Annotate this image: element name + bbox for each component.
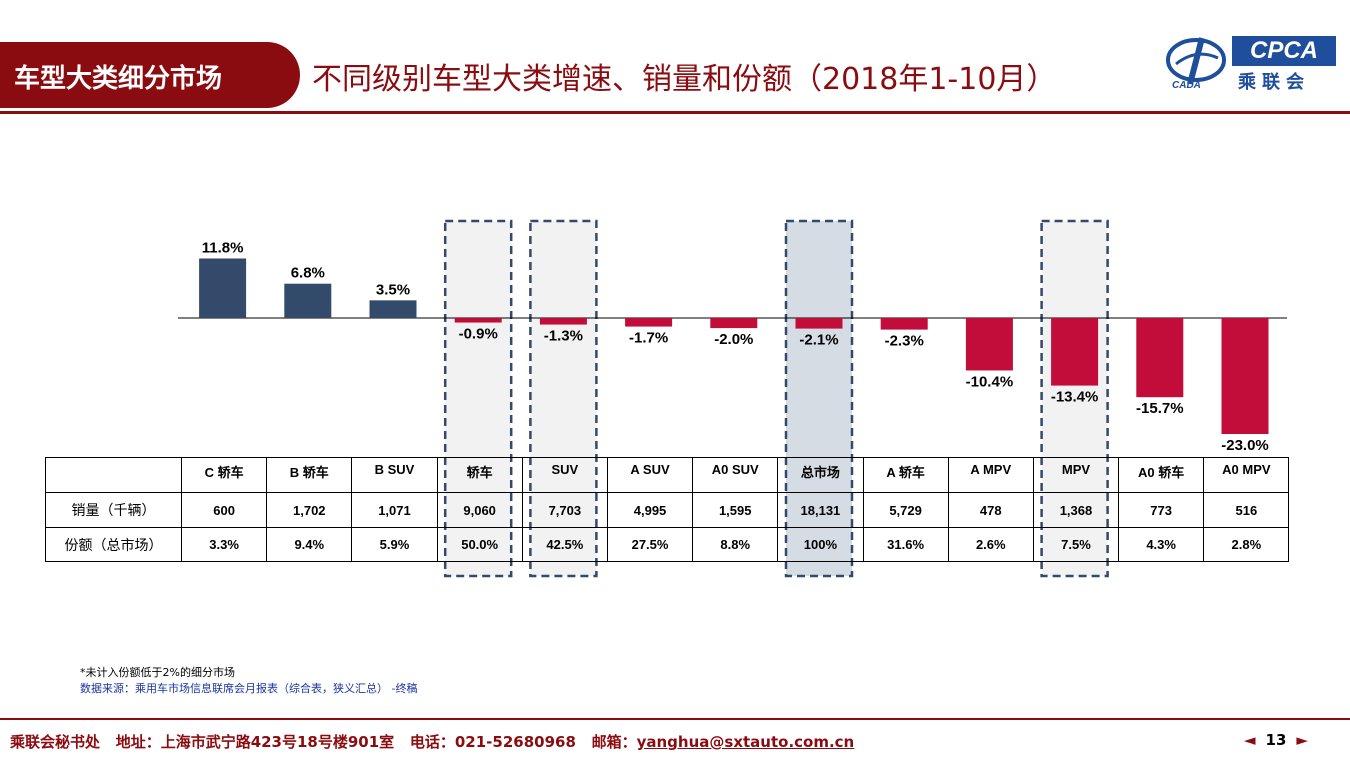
table-cell: 773: [1118, 492, 1205, 528]
bar: [1136, 318, 1184, 398]
table-cell: 8.8%: [692, 527, 779, 562]
table-cell: 478: [947, 492, 1034, 528]
table-cell: 18,131: [777, 492, 864, 528]
table-row: 销量（千辆） 600 1,702 1,071 9,060 7,703 4,995 1,595 1…: [45, 492, 1290, 528]
table-cell: 轿车: [436, 457, 523, 493]
cpca-logo-icon: CADA: [1166, 37, 1226, 91]
table-cell: 3.3%: [180, 527, 268, 562]
table-cell: A SUV: [606, 457, 694, 493]
logo-brand-en: CPCA: [1232, 36, 1336, 66]
next-slide-icon[interactable]: ►: [1296, 731, 1308, 749]
data-label: -2.1%: [799, 332, 838, 349]
table-cell: 2.6%: [947, 527, 1034, 562]
bar: [199, 258, 247, 318]
footer-address: 地址：上海市武宁路423号18号楼901室: [115, 733, 395, 751]
table-cell: 2.8%: [1203, 527, 1290, 562]
table-cell: A MPV: [947, 457, 1034, 493]
data-label: -23.0%: [1221, 437, 1269, 454]
table-cell: 100%: [777, 527, 864, 562]
page-number: 13: [1265, 731, 1287, 749]
table-row: 份额（总市场） 3.3% 9.4% 5.9% 50.0% 42.5% 27.5% 8.8% 10…: [45, 527, 1290, 562]
footer-phone: 电话：021-52680968: [409, 733, 576, 751]
footer-org: 乘联会秘书处: [10, 733, 101, 751]
table-cell: A0 SUV: [692, 457, 779, 493]
pager: ◄ 13 ►: [1244, 731, 1308, 749]
table-cell: 516: [1203, 492, 1290, 528]
section-tab: [0, 42, 300, 108]
table-cell: C 轿车: [180, 457, 268, 493]
table-cell: 600: [180, 492, 268, 528]
footer-contact: 乘联会秘书处 地址：上海市武宁路423号18号楼901室 电话：021-5268…: [10, 731, 854, 752]
logo-brand-cn: 乘联会: [1238, 72, 1310, 93]
footer-divider: [0, 718, 1350, 720]
table-cell: 1,595: [692, 492, 779, 528]
table-cell: SUV: [521, 457, 608, 493]
table-cell: 5,729: [862, 492, 949, 528]
table-row: C 轿车 B 轿车 B SUV 轿车 SUV A SUV A0 SUV 总市场 A 轿车 A MP…: [45, 457, 1290, 493]
bar: [284, 283, 332, 318]
table-cell: 4.3%: [1118, 527, 1205, 562]
bar: [795, 318, 843, 329]
data-label: -13.4%: [1051, 389, 1099, 406]
footer-email-link[interactable]: yanghua@sxtauto.com.cn: [636, 733, 855, 751]
table-cell: 27.5%: [606, 527, 694, 562]
data-source: 数据来源：乘用车市场信息联席会月报表（综合表，狭义汇总） -终稿: [80, 682, 418, 695]
table-cell: 1,071: [351, 492, 438, 528]
table-cell: MPV: [1032, 457, 1120, 493]
slide-title: 不同级别车型大类增速、销量和份额（2018年1-10月）: [312, 62, 1057, 97]
table-cell: B SUV: [351, 457, 438, 493]
data-label: -10.4%: [966, 373, 1014, 390]
table-cell: 5.9%: [351, 527, 438, 562]
logo-sub-text: CADA: [1172, 80, 1201, 91]
row-header: [45, 457, 182, 493]
row-header: 份额（总市场）: [45, 527, 182, 562]
sales-share-table: C 轿车 B 轿车 B SUV 轿车 SUV A SUV A0 SUV 总市场 A 轿车 A MP…: [45, 457, 1290, 562]
bar: [1221, 318, 1269, 434]
data-label: -1.7%: [629, 330, 668, 347]
table-cell: 50.0%: [436, 527, 523, 562]
table-cell: 4,995: [606, 492, 694, 528]
table-cell: 42.5%: [521, 527, 608, 562]
table-cell: 7,703: [521, 492, 608, 528]
bar: [369, 300, 417, 318]
bar: [454, 318, 502, 323]
data-label: 3.5%: [376, 281, 410, 298]
table-cell: 9.4%: [266, 527, 353, 562]
bar: [880, 318, 928, 330]
table-cell: A0 轿车: [1118, 457, 1205, 493]
data-label: 6.8%: [291, 265, 325, 282]
bar: [710, 318, 758, 329]
header-divider: [0, 111, 1350, 114]
table-cell: 1,368: [1032, 492, 1120, 528]
bar: [1051, 318, 1099, 386]
table-cell: 1,702: [266, 492, 353, 528]
bar: [965, 318, 1013, 371]
data-label: -2.3%: [885, 333, 924, 350]
data-label: -1.3%: [544, 328, 583, 345]
table-cell: A0 MPV: [1203, 457, 1290, 493]
data-label: -15.7%: [1136, 400, 1184, 417]
table-cell: 9,060: [436, 492, 523, 528]
section-title: 车型大类细分市场: [14, 64, 223, 94]
table-cell: 7.5%: [1032, 527, 1120, 562]
footnote: *未计入份额低于2%的细分市场: [80, 666, 235, 679]
table-cell: 31.6%: [862, 527, 949, 562]
row-header: 销量（千辆）: [45, 492, 182, 528]
table-cell: A 轿车: [862, 457, 949, 493]
data-label: 11.8%: [202, 239, 244, 256]
footer-email-label: 邮箱：: [591, 733, 637, 751]
table-cell: B 轿车: [266, 457, 353, 493]
bar: [625, 318, 673, 327]
bar: [539, 318, 587, 325]
prev-slide-icon[interactable]: ◄: [1244, 731, 1256, 749]
data-label: -0.9%: [459, 326, 498, 343]
table-cell: 总市场: [777, 457, 864, 493]
data-label: -2.0%: [714, 331, 753, 348]
